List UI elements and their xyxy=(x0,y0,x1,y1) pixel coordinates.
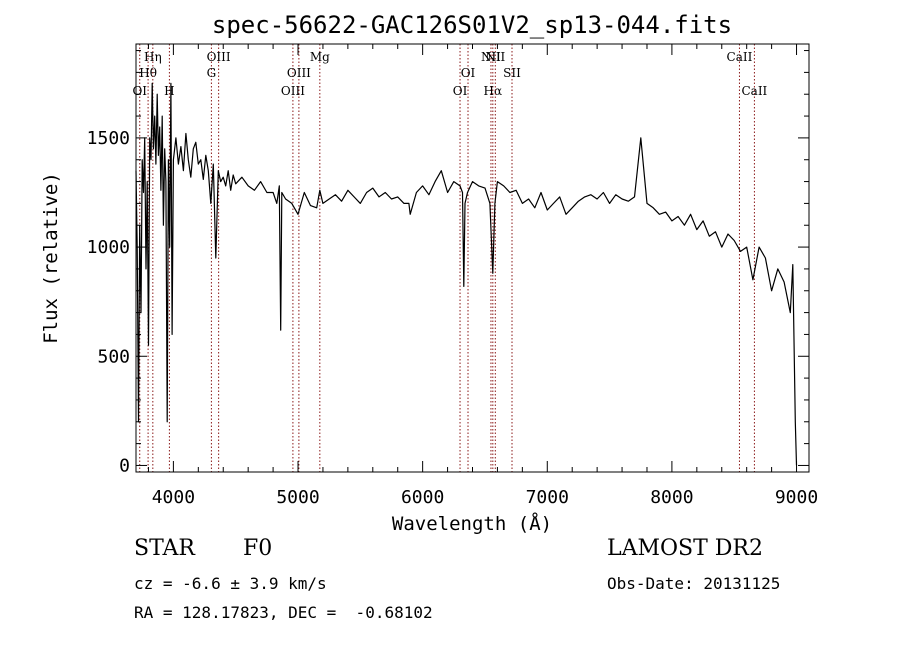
object-class: STAR xyxy=(134,536,195,561)
observation-date: Obs-Date: 20131125 xyxy=(607,574,781,593)
y-tick-label: 1000 xyxy=(87,237,130,258)
y-tick-label: 500 xyxy=(97,346,130,367)
line-marker-label: Hα xyxy=(484,84,503,98)
survey-name: LAMOST DR2 xyxy=(607,536,763,561)
line-marker-label: CaII xyxy=(741,84,767,98)
x-tick-label: 8000 xyxy=(650,487,693,508)
x-tick-label: 6000 xyxy=(401,487,444,508)
line-marker-label: NII xyxy=(481,50,501,64)
redshift-cz: cz = -6.6 ± 3.9 km/s xyxy=(134,574,327,593)
line-marker-label: OI xyxy=(132,84,147,98)
line-marker-label: OIII xyxy=(281,84,305,98)
y-tick-label: 0 xyxy=(119,455,130,476)
x-tick-label: 9000 xyxy=(775,487,818,508)
x-tick-label: 4000 xyxy=(152,487,195,508)
line-marker-label: G xyxy=(207,66,217,80)
line-marker-label: Mg xyxy=(310,50,330,64)
plot-frame xyxy=(135,43,810,473)
line-marker-label: H xyxy=(164,84,174,98)
line-marker-label: OIII xyxy=(287,66,311,80)
spectrum-chart: OIHθHηHGOIIIOIIIOIIIMgOIOINIIHαNIISIICaI… xyxy=(40,11,818,535)
y-axis-label: Flux (relative) xyxy=(40,172,62,344)
line-marker-label: OI xyxy=(453,84,468,98)
spectrum-series xyxy=(135,82,798,466)
object-subclass: F0 xyxy=(243,536,273,561)
line-marker-label: OIII xyxy=(207,50,231,64)
spectrum-line-0 xyxy=(135,82,798,466)
line-marker-label: OI xyxy=(461,66,476,80)
sky-coordinates: RA = 128.17823, DEC = -0.68102 xyxy=(134,603,433,622)
chart-title: spec-56622-GAC126S01V2_sp13-044.fits xyxy=(212,11,732,39)
x-axis-label: Wavelength (Å) xyxy=(392,512,552,535)
line-marker-label: Hη xyxy=(144,50,162,64)
axis-ticks: 4000 5000 6000 7000 8000 9000 0 500 1000 1500 xyxy=(87,44,818,508)
line-marker-label: CaII xyxy=(727,50,753,64)
x-tick-label: 5000 xyxy=(276,487,319,508)
x-tick-label: 7000 xyxy=(526,487,569,508)
y-tick-label: 1500 xyxy=(87,128,130,149)
line-marker-label: Hθ xyxy=(139,66,157,80)
line-marker-label: SII xyxy=(503,66,521,80)
line-marker-label: NII xyxy=(485,50,505,64)
line-markers: OIHθHηHGOIIIOIIIOIIIMgOIOINIIHαNIISIICaI… xyxy=(132,44,768,472)
